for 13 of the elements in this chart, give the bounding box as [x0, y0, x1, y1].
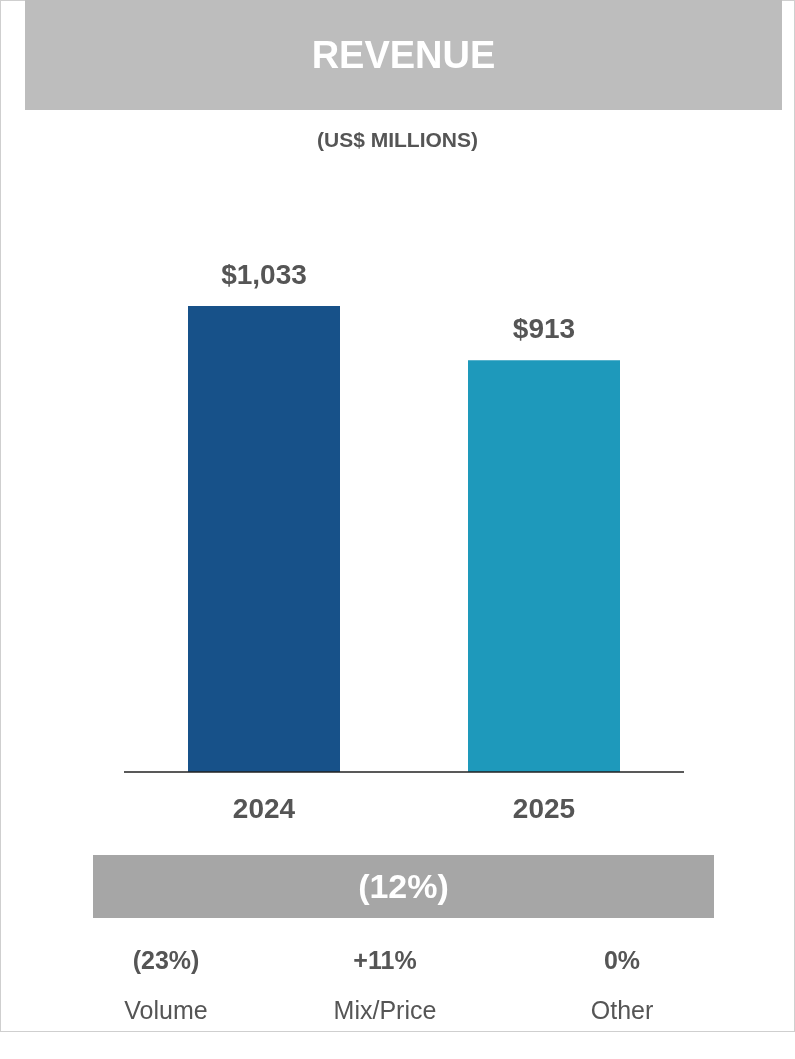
data-label: $913: [512, 313, 576, 345]
text: +11%: [352, 946, 418, 975]
chart-subtitle: (US$ MILLIONS): [316, 128, 479, 152]
text: (12%): [93, 855, 714, 918]
text: (23%): [131, 946, 201, 975]
chart-title: REVENUE: [25, 0, 782, 110]
text: Other: [589, 996, 655, 1025]
x-tick-label: 2024: [232, 792, 296, 824]
data-label: $1,033: [221, 259, 307, 290]
text: Volume: [123, 996, 209, 1025]
x-tick-label: 2025: [512, 792, 576, 824]
text: 0%: [602, 946, 642, 975]
text: Mix/Price: [332, 996, 438, 1025]
